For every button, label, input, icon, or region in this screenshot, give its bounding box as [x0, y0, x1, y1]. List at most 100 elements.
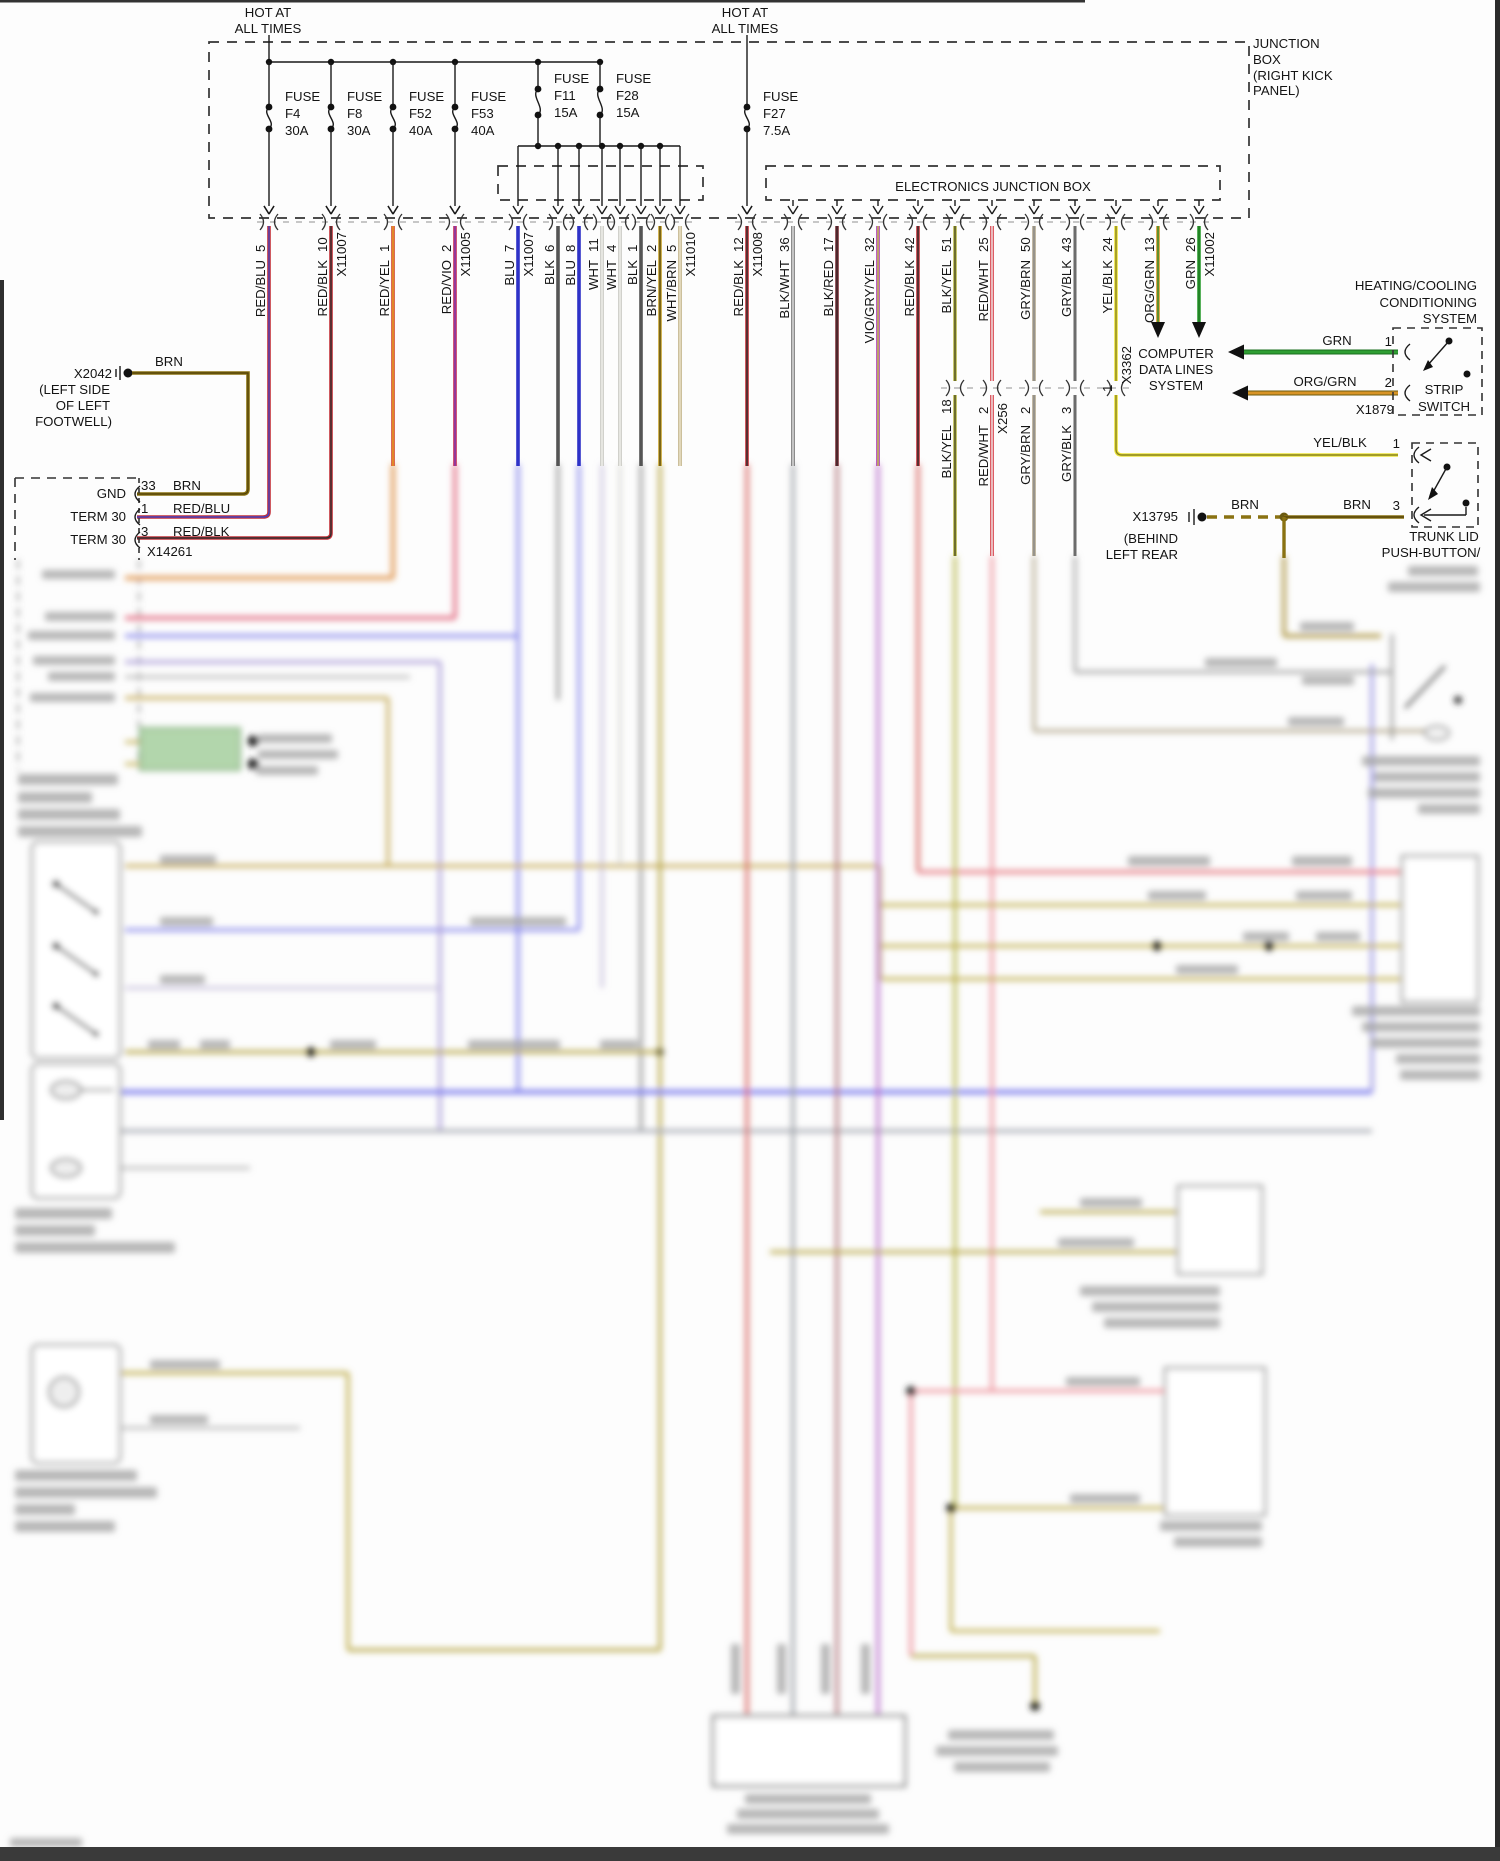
- blurred-text-blob: [1160, 1521, 1262, 1531]
- inline-connector-gry-brn: 2 GRY/BRN: [1018, 407, 1033, 485]
- svg-text:11: 11: [586, 238, 601, 252]
- blurred-text-blob: [256, 766, 318, 775]
- trunk-switch-name-2: PUSH-BUTTON/: [1382, 545, 1481, 560]
- svg-text:50: 50: [1018, 237, 1033, 252]
- connector-x14261: GND TERM 30 TERM 30 33 1 3 BRN RED/BLU R…: [14, 477, 230, 560]
- blurred-text-blob: [1388, 582, 1480, 592]
- fuse-subbox-outline: [497, 165, 704, 201]
- wire-red-wht-25: 25 RED/WHT: [976, 200, 1002, 556]
- strip-switch-label-1: STRIP: [1425, 382, 1464, 397]
- blurred-text-blob: [1080, 1286, 1220, 1296]
- svg-text:F28: F28: [616, 88, 639, 103]
- svg-text:BRN: BRN: [173, 478, 201, 493]
- svg-text:X11007: X11007: [334, 232, 349, 277]
- blurred-text-blob: [731, 1644, 740, 1694]
- svg-text:BLU: BLU: [502, 260, 517, 286]
- svg-text:6: 6: [542, 245, 557, 252]
- blurred-text-blob: [1070, 1494, 1140, 1503]
- svg-text:2: 2: [976, 407, 991, 414]
- electronics-junction-box-label: ELECTRONICS JUNCTION BOX: [895, 179, 1091, 194]
- svg-text:SYSTEM: SYSTEM: [1149, 378, 1203, 393]
- fuse-f28: FUSE F28 15A: [596, 62, 651, 146]
- svg-text:RED/BLK: RED/BLK: [731, 260, 746, 317]
- svg-text:3: 3: [141, 524, 148, 539]
- wire-red-blk-12: 12 RED/BLK X11008: [731, 205, 765, 466]
- svg-text:30A: 30A: [347, 123, 371, 138]
- blurred-text-blob: [160, 855, 216, 864]
- scan-edge-right: [1495, 0, 1500, 1861]
- connector-x1879-label: X1879: [1356, 402, 1394, 417]
- scan-edge-left: [0, 280, 4, 1120]
- wire-red-blk-10: 10 RED/BLK X11007: [137, 205, 349, 540]
- blurred-text-blob: [468, 1040, 560, 1049]
- blurred-text-blob: [745, 1794, 871, 1804]
- svg-text:(BEHIND: (BEHIND: [1124, 531, 1178, 546]
- svg-text:BLU: BLU: [563, 260, 578, 286]
- svg-text:RED/BLK: RED/BLK: [315, 260, 330, 317]
- svg-text:TERM 30: TERM 30: [70, 509, 126, 524]
- svg-text:VIO/GRY/YEL: VIO/GRY/YEL: [862, 260, 877, 343]
- blurred-text-blob: [1300, 622, 1354, 631]
- svg-text:40A: 40A: [409, 123, 433, 138]
- svg-text:ORG/GRN: ORG/GRN: [1142, 260, 1157, 323]
- blurred-text-blob: [1368, 788, 1480, 798]
- wire-wht-4: 4 WHT: [604, 146, 630, 466]
- svg-text:BLK: BLK: [542, 260, 557, 285]
- blurred-text-blob: [160, 917, 213, 926]
- blurred-text-blob: [948, 1730, 1054, 1740]
- blurred-text-blob: [1288, 717, 1344, 726]
- svg-text:RED/BLU: RED/BLU: [173, 501, 230, 516]
- blurred-text-blob: [15, 1521, 115, 1532]
- x2042-wire-label: BRN: [155, 354, 183, 369]
- svg-text:RED/BLK: RED/BLK: [173, 524, 230, 539]
- blurred-text-blob: [861, 1644, 870, 1694]
- blurred-text-blob: [15, 1242, 175, 1253]
- blurred-text-blob: [1243, 932, 1289, 941]
- scan-edge-bottom: [0, 1847, 1500, 1861]
- svg-text:X13795: X13795: [1133, 509, 1178, 524]
- svg-text:10: 10: [315, 237, 330, 252]
- svg-text:X11002: X11002: [1202, 232, 1217, 277]
- wire-blk-red-17: 17 BLK/RED: [821, 200, 847, 466]
- svg-text:25: 25: [976, 237, 991, 252]
- svg-text:7.5A: 7.5A: [763, 123, 790, 138]
- ground-x2042: X2042 (LEFT SIDE OF LEFT FOOTWELL) BRN: [35, 354, 183, 429]
- svg-text:DATA LINES: DATA LINES: [1139, 362, 1213, 377]
- blurred-text-blob: [1292, 856, 1352, 866]
- svg-text:OF LEFT: OF LEFT: [56, 398, 110, 413]
- svg-text:RED/VIO: RED/VIO: [439, 260, 454, 314]
- fuse-f27: FUSE F27 7.5A: [741, 89, 798, 215]
- trunk-switch-outline: [1411, 442, 1479, 528]
- svg-text:5: 5: [253, 245, 268, 252]
- fuse-f11: FUSE F11 15A: [534, 62, 589, 146]
- org-grn-wire-label: ORG/GRN: [1293, 374, 1356, 389]
- blurred-text-blob: [1374, 772, 1480, 782]
- wire-grn-26: 26 GRN X11002: [1183, 200, 1217, 338]
- blurred-text-blob: [18, 774, 118, 785]
- wire-red-blu-5: 5 RED/BLU: [137, 205, 279, 519]
- wire-wht-brn-5: 5 WHT/BRN X11010: [664, 146, 698, 466]
- svg-text:1: 1: [377, 245, 392, 252]
- wire-gry-blk-43: 43 GRY/BLK: [1059, 200, 1085, 556]
- svg-text:JUNCTION: JUNCTION: [1253, 36, 1320, 51]
- blurred-text-blob: [1092, 1302, 1220, 1312]
- wire-vio-gry-yel-32: 32 VIO/GRY/YEL: [862, 200, 888, 466]
- blurred-text-blob: [42, 570, 115, 579]
- wire-gry-brn-50: 50 GRY/BRN: [1018, 200, 1044, 556]
- blurred-text-blob: [1080, 1198, 1142, 1207]
- org-grn-arrowhead: [1232, 385, 1248, 401]
- blurred-text-blob: [936, 1746, 1058, 1756]
- svg-text:HEATING/COOLING: HEATING/COOLING: [1355, 278, 1477, 293]
- svg-text:COMPUTER: COMPUTER: [1138, 346, 1213, 361]
- trunk-yel-blk-label: YEL/BLK: [1313, 435, 1367, 450]
- hot-at-all-times-label-2: HOT AT: [722, 5, 768, 20]
- svg-text:15A: 15A: [616, 105, 640, 120]
- svg-text:13: 13: [1142, 237, 1157, 252]
- grn-wire-label: GRN: [1322, 333, 1351, 348]
- blurred-text-blob: [600, 1040, 638, 1049]
- svg-text:FUSE: FUSE: [763, 89, 798, 104]
- wire-red-vio-2: 2 RED/VIO X11005: [439, 205, 473, 466]
- power-bus: [268, 35, 748, 107]
- heating-cooling-system-label: HEATING/COOLING CONDITIONING SYSTEM: [1355, 278, 1477, 326]
